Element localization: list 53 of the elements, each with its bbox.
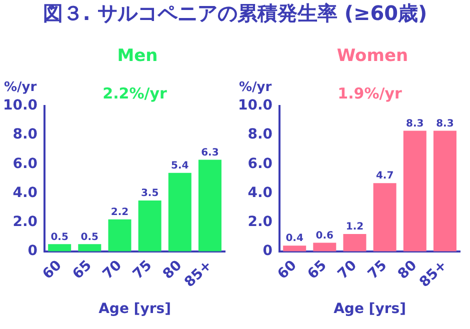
data-label: 4.7 <box>376 170 394 182</box>
chart-subtitle: Women <box>336 46 410 68</box>
x-axis-title: Age [yrs] <box>334 301 406 318</box>
y-axis-title: %/yr <box>4 80 38 95</box>
x-tick-label: 70 <box>334 257 360 283</box>
data-label: 2.2 <box>110 207 129 218</box>
x-tick-label: 60 <box>274 257 300 283</box>
data-label: 0.4 <box>286 233 304 244</box>
bar <box>138 200 162 252</box>
y-tick-label: 0 <box>28 243 38 260</box>
x-tick-label: 75 <box>130 257 156 283</box>
bar <box>343 234 366 252</box>
bar <box>198 160 222 252</box>
data-label: 8.3 <box>436 118 454 130</box>
data-label: 0.6 <box>316 230 334 242</box>
text: 2.2%/yr <box>102 84 168 102</box>
data-label: 0.5 <box>50 232 68 243</box>
data-label: 3.5 <box>140 188 159 200</box>
bar <box>283 246 306 252</box>
y-tick-label: 4.0 <box>12 184 38 201</box>
data-label: 1.2 <box>346 222 364 233</box>
text: 1.9%/yr <box>338 84 402 102</box>
y-tick-label: 8.0 <box>248 126 273 143</box>
x-tick-label: 70 <box>100 257 126 283</box>
x-tick-label: 75 <box>364 257 390 283</box>
data-label: 6.3 <box>201 147 219 158</box>
bar <box>313 242 336 252</box>
bar <box>108 219 132 252</box>
chart-title: 図３. サルコペニアの累積発生率 (≥60歳) <box>42 0 428 27</box>
bar <box>168 172 192 252</box>
y-tick-label: 4.0 <box>248 184 273 201</box>
data-label: 0.5 <box>80 232 99 243</box>
x-tick-label: 65 <box>70 257 95 283</box>
bar <box>433 130 456 252</box>
bar <box>78 244 102 252</box>
y-tick-label: 10.0 <box>2 98 38 114</box>
y-tick-label: 8.0 <box>12 126 38 143</box>
y-tick-label: 2.0 <box>12 214 38 230</box>
y-tick-label: 10.0 <box>238 98 273 114</box>
y-axis-title: %/yr <box>239 80 272 95</box>
data-label: 8.3 <box>406 118 424 130</box>
x-tick-label: 60 <box>40 257 66 283</box>
data-label: 5.4 <box>171 160 189 172</box>
y-tick-label: 2.0 <box>248 214 273 230</box>
bar <box>48 244 72 252</box>
y-tick-label: 0 <box>262 243 273 260</box>
chart-subtitle: Men <box>116 46 159 68</box>
bar <box>403 130 426 252</box>
bar <box>373 183 396 252</box>
x-tick-label: 65 <box>304 257 330 283</box>
y-tick-label: 6.0 <box>12 156 38 172</box>
y-tick-label: 6.0 <box>248 156 273 172</box>
x-axis-title: Age [yrs] <box>98 301 171 318</box>
